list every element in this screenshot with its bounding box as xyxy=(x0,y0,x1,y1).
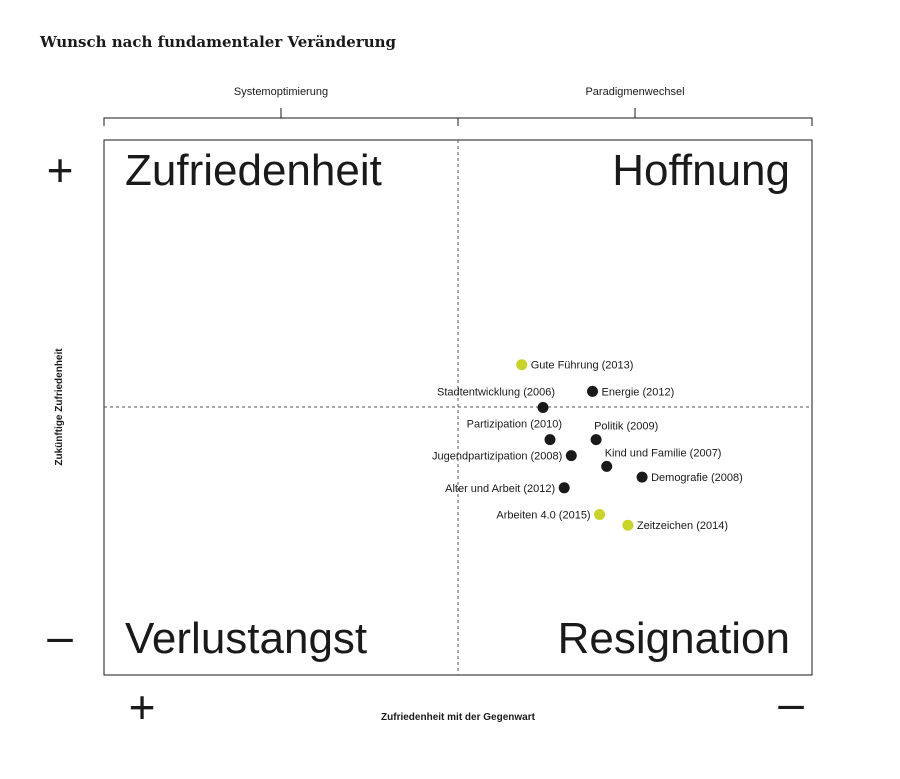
data-point xyxy=(601,460,613,472)
data-point xyxy=(558,482,570,494)
data-point xyxy=(590,434,602,446)
x-axis-title: Zufriedenheit mit der Gegenwart xyxy=(381,712,536,723)
data-point-label: Demografie (2008) xyxy=(651,472,743,484)
data-point xyxy=(565,450,577,462)
data-point-label: Stadtentwicklung (2006) xyxy=(437,387,555,399)
page-title: Wunsch nach fundamentaler Veränderung xyxy=(40,33,397,51)
data-point-label: Partizipation (2010) xyxy=(467,419,562,431)
data-point xyxy=(636,471,648,483)
data-point-label: Kind und Familie (2007) xyxy=(605,447,722,459)
top-scale-right-label: Paradigmenwechsel xyxy=(585,86,684,98)
x-axis-sign-left: + xyxy=(129,681,156,733)
y-axis-sign-bottom: – xyxy=(47,610,73,662)
data-point xyxy=(537,402,549,413)
data-point-label: Gute Führung (2013) xyxy=(531,360,634,372)
data-point xyxy=(544,434,556,446)
y-axis-title: Zukünftige Zufriedenheit xyxy=(54,348,65,466)
data-point xyxy=(587,385,598,397)
quadrant-label-bottom-right: Resignation xyxy=(558,614,790,663)
data-point-label: Politik (2009) xyxy=(594,421,658,433)
quadrant-label-top-left: Zufriedenheit xyxy=(125,146,382,195)
data-point xyxy=(622,519,634,531)
quadrant-label-bottom-left: Verlustangst xyxy=(125,614,367,663)
data-point-label: Energie (2012) xyxy=(602,386,675,398)
data-points: Energie (2012) Stadtentwicklung (2006) Par… xyxy=(432,359,743,532)
top-scale-left-label: Systemoptimierung xyxy=(234,86,328,98)
data-point xyxy=(516,359,528,371)
x-axis-sign-right: – xyxy=(778,677,804,729)
data-point-label: Jugendpartizipation (2008) xyxy=(432,451,562,463)
data-point-label: Zeitzeichen (2014) xyxy=(637,520,728,532)
top-scale-bracket xyxy=(103,108,813,126)
data-point-label: Arbeiten 4.0 (2015) xyxy=(496,510,590,522)
data-point xyxy=(594,509,606,520)
y-axis-sign-top: + xyxy=(47,144,74,196)
quadrant-label-top-right: Hoffnung xyxy=(612,146,790,195)
data-point-label: Alter und Arbeit (2012) xyxy=(445,483,555,495)
